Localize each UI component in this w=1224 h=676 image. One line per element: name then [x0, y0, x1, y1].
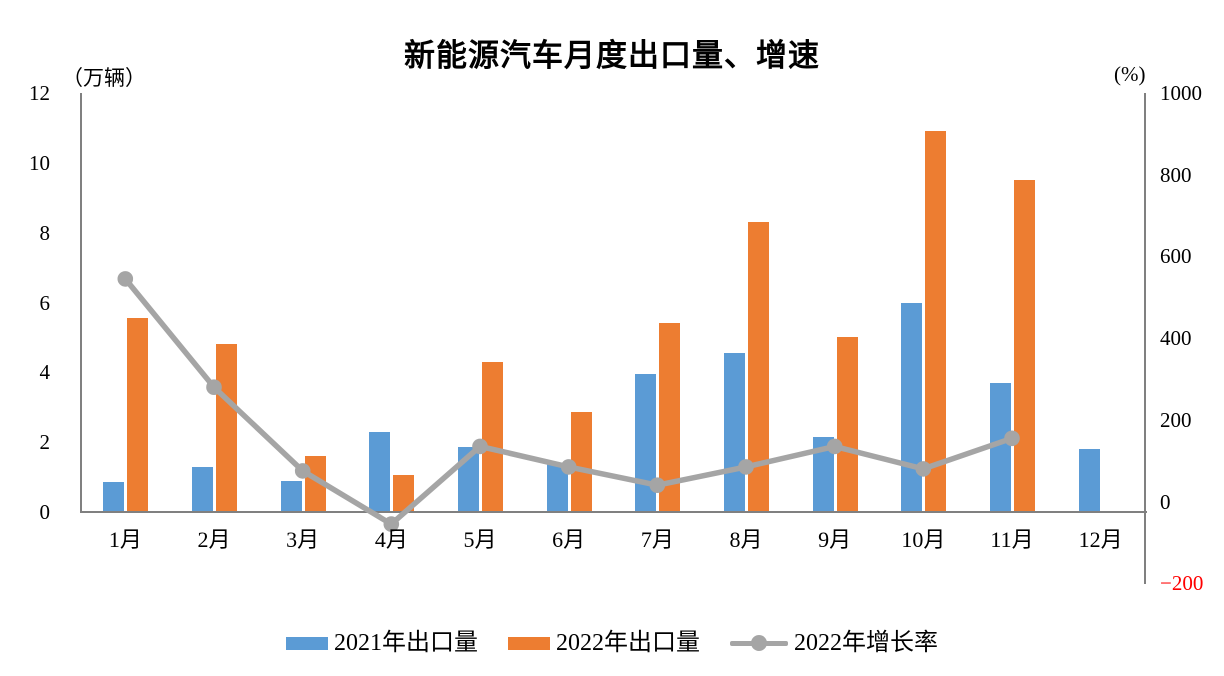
- bar-2022年出口量-5月: [482, 361, 503, 511]
- y-axis-right-tick-800: 800: [1160, 162, 1192, 187]
- bar-2021年出口量-9月: [812, 436, 834, 511]
- y-axis-left-tick-4: 4: [39, 360, 51, 385]
- legend-line-marker-icon: [730, 635, 788, 651]
- y-axis-right-tick--200: −200: [1160, 571, 1204, 596]
- y-axis-right-tick-1000: 1000: [1160, 81, 1202, 105]
- bar-2021年出口量-3月: [280, 480, 302, 511]
- legend-label-growth-2022: 2022年增长率: [794, 630, 938, 656]
- legend-label-exports-2022: 2022年出口量: [556, 630, 700, 656]
- x-axis-label-12月: 12月: [1078, 527, 1123, 552]
- legend-item-growth-2022: 2022年增长率: [730, 630, 938, 656]
- bar-2022年出口量-9月: [836, 337, 858, 511]
- bar-2021年出口量-4月: [369, 431, 391, 511]
- right-axis-unit-label: (%): [1114, 62, 1146, 86]
- chart-title: 新能源汽车月度出口量、增速: [404, 38, 820, 73]
- y-axis-left-tick-10: 10: [29, 150, 50, 175]
- bar-2022年出口量-1月: [127, 318, 149, 511]
- legend-swatch-2022-icon: [508, 636, 550, 650]
- y-axis-right-tick-200: 200: [1160, 407, 1192, 432]
- bar-2022年出口量-8月: [748, 222, 769, 511]
- left-axis-unit-label: （万辆）: [62, 66, 146, 90]
- legend-item-exports-2022: 2022年出口量: [508, 630, 700, 656]
- x-axis-label-1月: 1月: [108, 527, 142, 552]
- bar-2022年出口量-7月: [659, 323, 681, 511]
- bar-2022年出口量-6月: [570, 412, 592, 511]
- growth-line: [123, 277, 1013, 528]
- bar-2021年出口量-11月: [990, 382, 1011, 511]
- y-axis-right-tick-600: 600: [1160, 244, 1192, 269]
- x-axis-label-3月: 3月: [286, 527, 320, 552]
- x-axis-label-8月: 8月: [729, 527, 763, 552]
- x-axis-label-2月: 2月: [197, 527, 231, 552]
- bar-2021年出口量-1月: [103, 482, 125, 511]
- bar-2022年出口量-3月: [304, 456, 326, 511]
- bar-2022年出口量-4月: [393, 475, 415, 511]
- y-axis-left-tick-2: 2: [39, 430, 51, 455]
- bar-2021年出口量-10月: [901, 302, 923, 511]
- bar-2021年出口量-8月: [724, 353, 745, 511]
- y-axis-right-tick-0: 0: [1160, 489, 1171, 514]
- x-axis-line: [80, 511, 1147, 513]
- y-axis-left-tick-8: 8: [39, 220, 51, 245]
- growth-marker-1月: [117, 271, 134, 287]
- bar-2021年出口量-12月: [1078, 449, 1100, 511]
- y-axis-left-tick-6: 6: [39, 290, 51, 315]
- right-y-axis-line: [1144, 93, 1146, 584]
- y-axis-left-tick-0: 0: [39, 500, 51, 524]
- x-axis-label-10月: 10月: [901, 527, 946, 552]
- bar-2022年出口量-10月: [925, 131, 947, 511]
- left-y-axis-line: [80, 93, 82, 513]
- chart-legend: 2021年出口量 2022年出口量 2022年增长率: [0, 630, 1224, 656]
- x-axis-label-9月: 9月: [818, 527, 852, 552]
- legend-item-exports-2021: 2021年出口量: [286, 630, 478, 656]
- y-axis-right-tick-400: 400: [1160, 326, 1192, 351]
- legend-label-exports-2021: 2021年出口量: [334, 630, 478, 656]
- y-axis-left-tick-12: 12: [29, 81, 50, 105]
- bar-2022年出口量-2月: [216, 344, 237, 511]
- bar-2021年出口量-6月: [546, 463, 568, 511]
- x-axis-label-6月: 6月: [552, 527, 586, 552]
- x-axis-label-11月: 11月: [990, 527, 1034, 552]
- x-axis-label-7月: 7月: [640, 527, 674, 552]
- x-axis-label-5月: 5月: [463, 527, 497, 552]
- x-axis-label-4月: 4月: [374, 527, 408, 552]
- bar-2021年出口量-7月: [635, 374, 657, 511]
- bar-2021年出口量-2月: [192, 466, 213, 511]
- legend-swatch-2021-icon: [286, 636, 328, 650]
- bar-2021年出口量-5月: [458, 447, 479, 511]
- bar-2022年出口量-11月: [1014, 180, 1035, 511]
